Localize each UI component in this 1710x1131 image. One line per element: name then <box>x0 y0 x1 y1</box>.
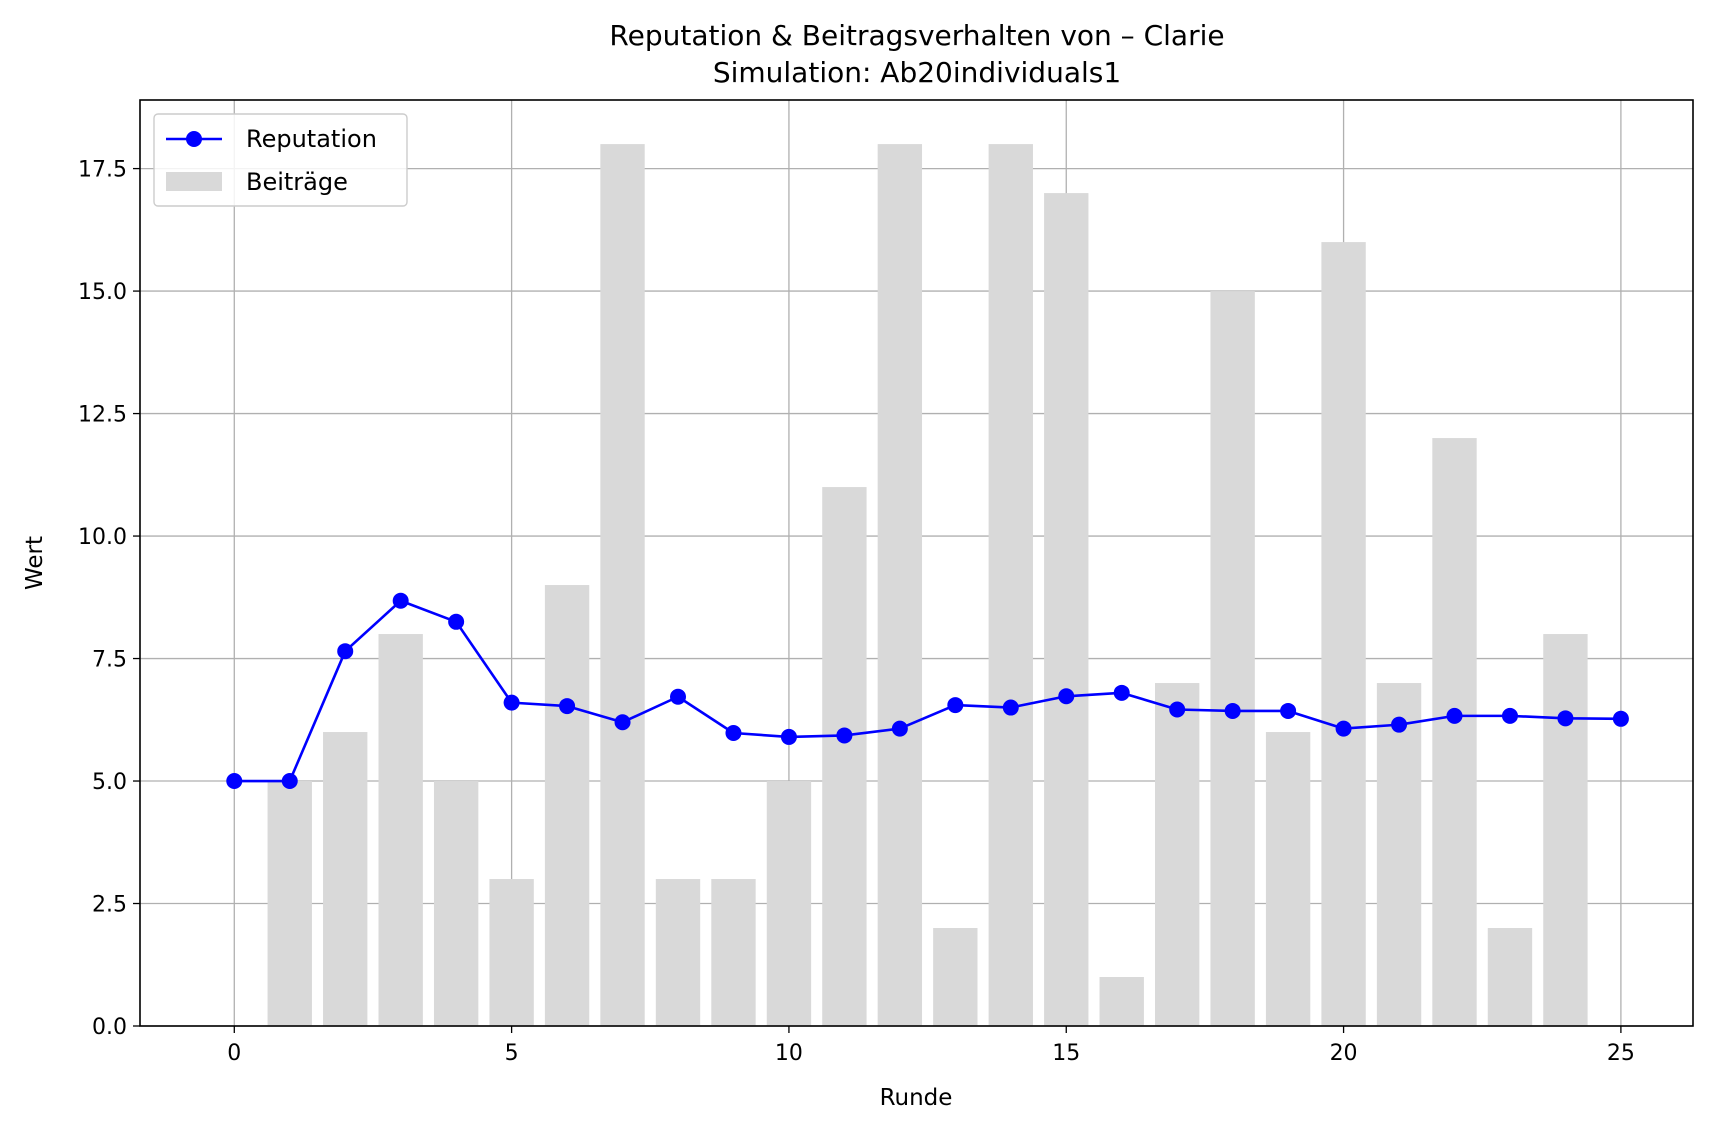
bar-beitrag-22 <box>1432 438 1477 1027</box>
x-tick-label-1: 5 <box>505 1041 519 1066</box>
reputation-point-4 <box>448 613 465 630</box>
reputation-point-5 <box>503 694 520 711</box>
legend-marker-swatch <box>186 131 202 147</box>
bar-beitrag-4 <box>433 781 479 1026</box>
reputation-points <box>226 592 1629 790</box>
x-tick-label-5: 25 <box>1607 1041 1635 1066</box>
bar-beitrag-11 <box>822 487 867 1026</box>
bar-beitrag-13 <box>933 928 978 1026</box>
bar-beitrag-7 <box>600 144 645 1027</box>
reputation-point-23 <box>1501 707 1518 724</box>
reputation-point-3 <box>392 592 409 609</box>
bar-beitrag-2 <box>323 732 368 1026</box>
reputation-point-9 <box>725 725 742 742</box>
reputation-point-14 <box>1002 699 1019 716</box>
x-axis-label: Runde <box>880 1085 953 1111</box>
reputation-point-2 <box>337 643 354 660</box>
bar-beitrag-12 <box>877 144 923 1027</box>
reputation-point-21 <box>1391 716 1408 733</box>
bar-beitrag-15 <box>1044 193 1089 1026</box>
bar-beitrag-23 <box>1487 928 1533 1026</box>
bar-beitrag-14 <box>988 144 1033 1027</box>
y-tick-label-3: 7.5 <box>92 648 127 673</box>
bar-beitrag-6 <box>544 585 590 1026</box>
reputation-point-8 <box>670 688 687 705</box>
y-tick-label-2: 5.0 <box>92 770 127 795</box>
bar-beitrag-16 <box>1099 977 1144 1026</box>
reputation-line <box>234 599 1621 783</box>
bar-beitrag-9 <box>711 879 756 1026</box>
bar-beitrag-24 <box>1543 634 1588 1026</box>
y-tick-label-1: 2.5 <box>92 893 127 918</box>
legend-label-reputation: Reputation <box>246 125 377 153</box>
reputation-point-0 <box>226 773 243 790</box>
bar-beitrag-20 <box>1321 242 1366 1026</box>
x-tick-label-4: 20 <box>1330 1041 1358 1066</box>
reputation-point-11 <box>836 727 853 744</box>
legend: Reputation Beiträge <box>153 113 408 207</box>
bar-beitrag-5 <box>489 879 534 1026</box>
x-tick-label-3: 15 <box>1052 1041 1080 1066</box>
reputation-point-7 <box>614 714 631 731</box>
reputation-point-12 <box>891 720 908 737</box>
bar-beitrag-18 <box>1210 291 1255 1027</box>
bar-beitrag-10 <box>766 781 812 1026</box>
bar-beitrag-19 <box>1265 732 1311 1026</box>
bar-beitrag-3 <box>378 634 423 1026</box>
chart-title: Reputation & Beitragsverhalten von – Cla… <box>609 19 1224 52</box>
reputation-point-1 <box>281 773 298 790</box>
plot-frame <box>139 99 1694 1027</box>
reputation-point-10 <box>780 728 797 745</box>
y-tick-label-6: 15.0 <box>78 280 127 305</box>
reputation-point-19 <box>1280 702 1297 719</box>
bar-beitrag-17 <box>1154 683 1200 1026</box>
reputation-point-25 <box>1612 710 1629 727</box>
reputation-point-24 <box>1557 710 1574 727</box>
y-tick-label-5: 12.5 <box>78 403 127 428</box>
y-tick-label-0: 0.0 <box>92 1015 127 1040</box>
bar-beitrag-1 <box>267 781 312 1026</box>
reputation-point-6 <box>559 698 576 715</box>
reputation-point-22 <box>1446 707 1463 724</box>
chart-subtitle: Simulation: Ab20individuals1 <box>713 56 1121 89</box>
reputation-point-18 <box>1224 702 1241 719</box>
reputation-point-17 <box>1169 701 1186 718</box>
reputation-point-20 <box>1335 720 1352 737</box>
legend-label-beitraege: Beiträge <box>246 168 348 196</box>
x-axis: 0 5 10 15 20 25 <box>227 1026 1635 1066</box>
reputation-point-16 <box>1113 684 1130 701</box>
bar-beitrag-8 <box>655 879 701 1026</box>
reputation-point-15 <box>1058 688 1075 705</box>
legend-bar-swatch <box>166 172 222 191</box>
x-tick-label-2: 10 <box>775 1041 803 1066</box>
y-axis-label: Wert <box>22 536 48 590</box>
bar-beitrag-21 <box>1376 683 1422 1026</box>
y-tick-label-4: 10.0 <box>78 525 127 550</box>
reputation-line-group <box>234 599 1621 783</box>
y-tick-label-7: 17.5 <box>78 158 127 183</box>
x-tick-label-0: 0 <box>227 1041 241 1066</box>
reputation-point-13 <box>947 697 964 714</box>
y-axis: 0.0 2.5 5.0 7.5 10.0 12.5 15.0 17.5 <box>78 158 140 1040</box>
bars <box>267 144 1588 1027</box>
